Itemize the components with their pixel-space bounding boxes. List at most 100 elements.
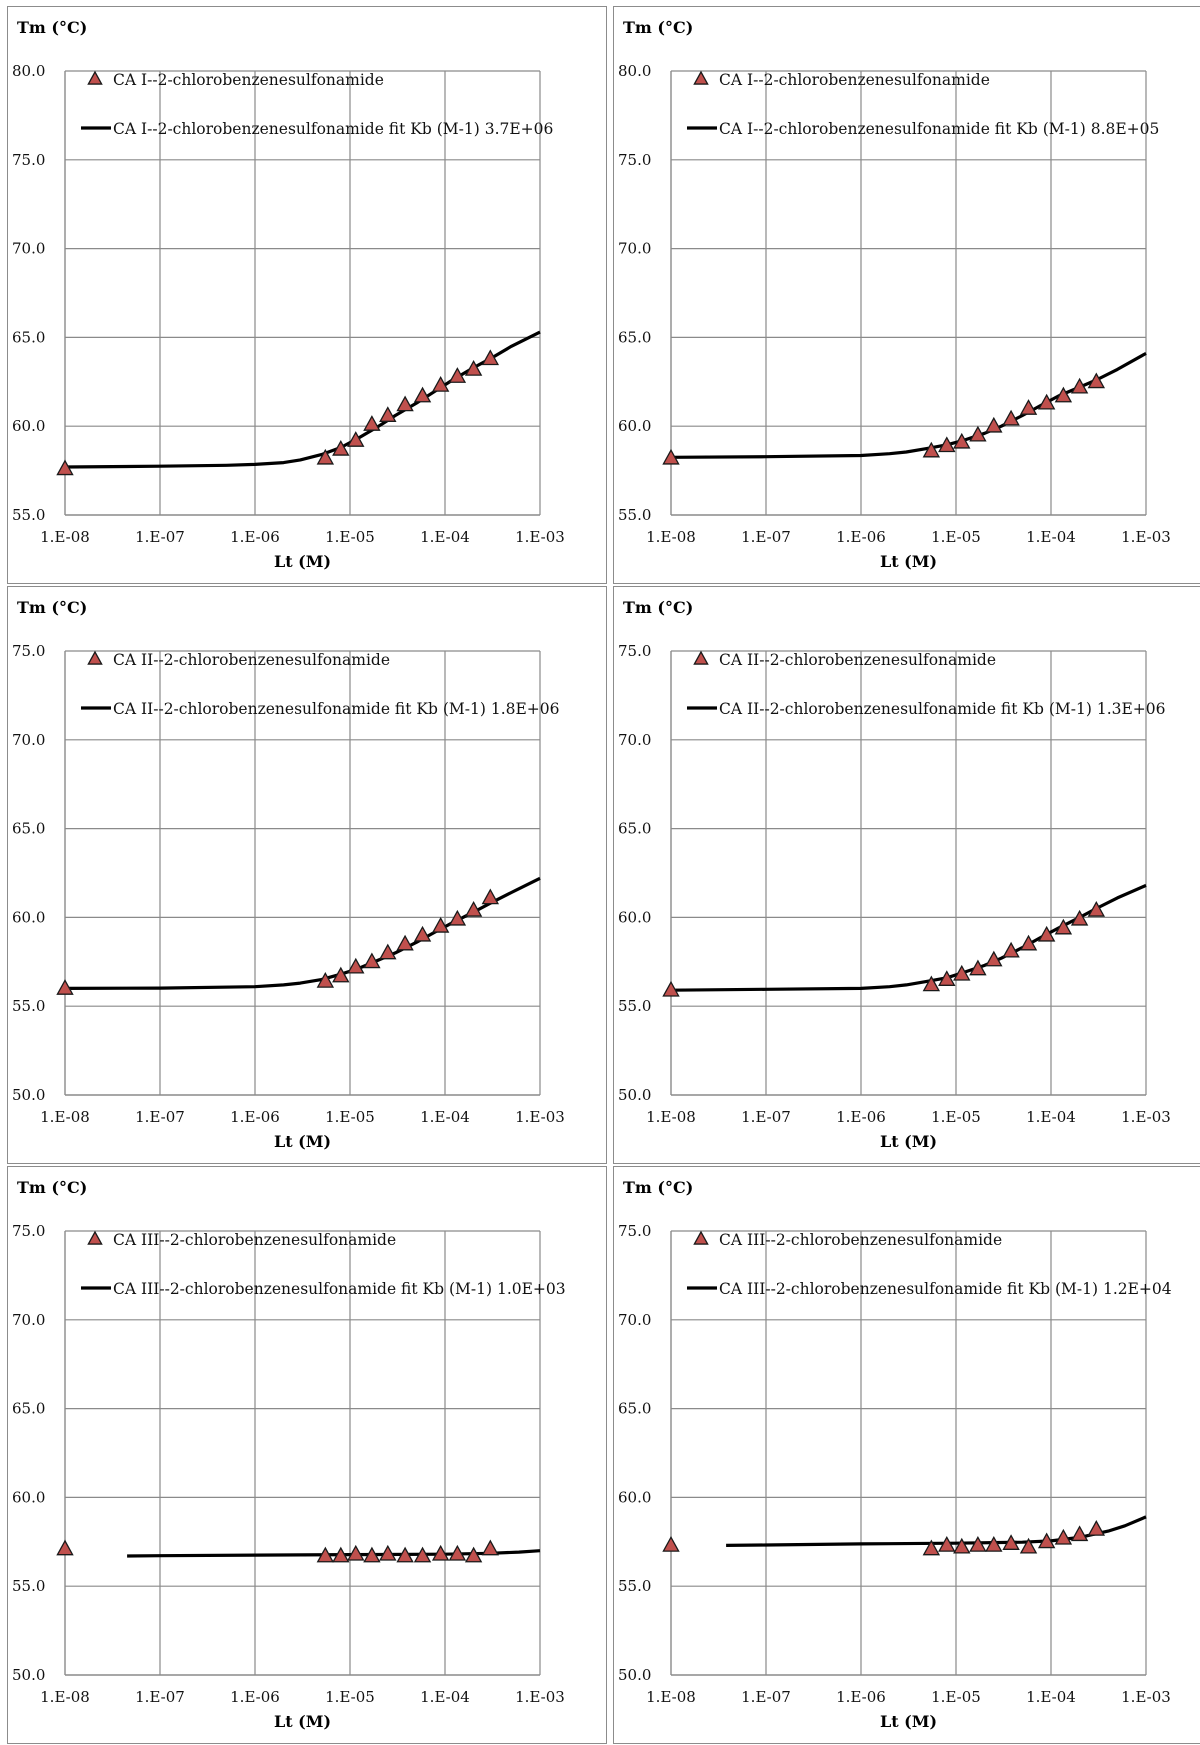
y-axis-title: Tm (°C) — [623, 598, 693, 617]
data-point — [1087, 372, 1106, 389]
fit-line — [64, 330, 541, 469]
x-tick-label: 1.E-08 — [646, 1108, 696, 1126]
x-axis-title: Lt (M) — [274, 1132, 331, 1151]
data-point — [379, 406, 397, 422]
data-point — [1019, 934, 1038, 951]
fit-line — [670, 352, 1147, 459]
x-tick-label: 1.E-05 — [931, 1108, 981, 1126]
x-tick-label: 1.E-06 — [230, 1108, 280, 1126]
x-tick-label: 1.E-03 — [515, 1108, 565, 1126]
data-point — [662, 448, 680, 465]
x-tick-label: 1.E-04 — [1026, 1688, 1076, 1706]
data-point — [1002, 941, 1020, 958]
data-point — [363, 1546, 381, 1563]
data-point — [922, 1539, 941, 1556]
data-point — [953, 1537, 971, 1554]
x-tick-label: 1.E-07 — [741, 1108, 791, 1126]
x-tick-label: 1.E-08 — [40, 528, 90, 546]
data-point — [953, 964, 971, 981]
data-point — [938, 1536, 956, 1552]
legend-label-fit: CA I--2-chlorobenzenesulfonamide fit Kb … — [719, 120, 1159, 138]
data-point — [1070, 377, 1089, 394]
data-point — [396, 395, 414, 412]
chart-panel-3: 1.E-08 1.E-07 1.E-06 1.E-05 1.E-04 1.E-03 50.0… — [7, 586, 607, 1164]
x-axis-title: Lt (M) — [880, 1132, 937, 1151]
data-point — [922, 975, 941, 992]
data-point — [431, 1544, 450, 1561]
x-tick-label: 1.E-07 — [135, 1108, 185, 1126]
x-tick-label: 1.E-04 — [420, 1108, 470, 1126]
chart-svg: 1.E-08 1.E-07 1.E-06 1.E-05 1.E-04 1.E-03 55.0… — [618, 18, 1171, 571]
fit-line — [670, 883, 1147, 992]
fit-line — [726, 1515, 1147, 1547]
y-axis-title: Tm (°C) — [17, 1178, 87, 1197]
data-point — [1019, 399, 1038, 415]
y-tick-label: 65.0 — [618, 328, 651, 346]
x-tick-label: 1.E-06 — [230, 528, 280, 546]
y-tick-label: 50.0 — [618, 1666, 651, 1684]
legend-label-fit: CA III--2-chlorobenzenesulfonamide fit K… — [113, 1280, 566, 1298]
legend-label-points: CA I--2-chlorobenzenesulfonamide — [719, 71, 990, 89]
y-tick-label: 70.0 — [618, 1311, 651, 1329]
data-point — [379, 1544, 397, 1561]
y-axis-title: Tm (°C) — [17, 598, 87, 617]
data-point — [969, 1536, 987, 1552]
data-point — [985, 416, 1003, 433]
data-point — [56, 1539, 74, 1556]
x-tick-label: 1.E-03 — [1121, 528, 1171, 546]
data-point — [953, 432, 971, 449]
y-tick-label: 60.0 — [618, 908, 651, 926]
data-point — [922, 441, 941, 458]
chart-panel-5: 1.E-08 1.E-07 1.E-06 1.E-05 1.E-04 1.E-03 50.0… — [7, 1166, 607, 1744]
y-tick-label: 55.0 — [618, 506, 651, 524]
legend-label-fit: CA II--2-chlorobenzenesulfonamide fit Kb… — [113, 700, 560, 718]
legend-marker — [693, 70, 709, 85]
data-point — [938, 970, 956, 986]
data-point — [431, 376, 450, 392]
y-axis-title: Tm (°C) — [623, 18, 693, 37]
x-axis-title: Lt (M) — [880, 1712, 937, 1731]
data-point — [1002, 1534, 1020, 1550]
y-tick-label: 60.0 — [618, 1488, 651, 1506]
data-point — [363, 952, 381, 969]
y-tick-label: 50.0 — [618, 1086, 651, 1104]
y-tick-label: 50.0 — [12, 1666, 45, 1684]
y-tick-label: 80.0 — [618, 62, 651, 80]
data-point — [481, 1539, 500, 1556]
x-tick-label: 1.E-08 — [40, 1688, 90, 1706]
x-tick-label: 1.E-04 — [1026, 528, 1076, 546]
y-tick-label: 65.0 — [12, 820, 45, 838]
x-tick-label: 1.E-05 — [931, 1688, 981, 1706]
data-point — [1070, 1525, 1089, 1542]
data-point — [413, 1546, 432, 1563]
data-point — [1070, 909, 1089, 926]
x-axis-title: Lt (M) — [274, 1712, 331, 1731]
x-tick-label: 1.E-04 — [420, 528, 470, 546]
y-tick-label: 75.0 — [12, 1222, 45, 1240]
y-tick-label: 75.0 — [618, 151, 651, 169]
y-tick-label: 55.0 — [12, 1577, 45, 1595]
data-point — [1054, 1528, 1073, 1545]
legend-label-fit: CA II--2-chlorobenzenesulfonamide fit Kb… — [719, 700, 1166, 718]
data-point — [464, 360, 483, 376]
data-point — [56, 979, 74, 995]
y-tick-label: 70.0 — [12, 240, 45, 258]
x-tick-label: 1.E-06 — [836, 528, 886, 546]
data-point — [1087, 1520, 1106, 1536]
data-point — [1037, 925, 1056, 942]
legend-label-fit: CA III--2-chlorobenzenesulfonamide fit K… — [719, 1280, 1172, 1298]
data-point — [413, 386, 432, 403]
data-point — [316, 448, 335, 465]
chart-svg: 1.E-08 1.E-07 1.E-06 1.E-05 1.E-04 1.E-03 50.0… — [618, 1178, 1172, 1731]
legend-marker — [693, 1230, 709, 1245]
x-tick-label: 1.E-05 — [325, 528, 375, 546]
legend-label-points: CA III--2-chlorobenzenesulfonamide — [719, 1231, 1002, 1249]
data-point — [985, 950, 1003, 967]
y-tick-label: 60.0 — [618, 417, 651, 435]
x-tick-label: 1.E-07 — [741, 1688, 791, 1706]
y-tick-label: 65.0 — [12, 328, 45, 346]
x-tick-label: 1.E-05 — [325, 1108, 375, 1126]
fit-line — [127, 1549, 541, 1558]
x-tick-label: 1.E-04 — [420, 1688, 470, 1706]
data-point — [1037, 393, 1056, 410]
